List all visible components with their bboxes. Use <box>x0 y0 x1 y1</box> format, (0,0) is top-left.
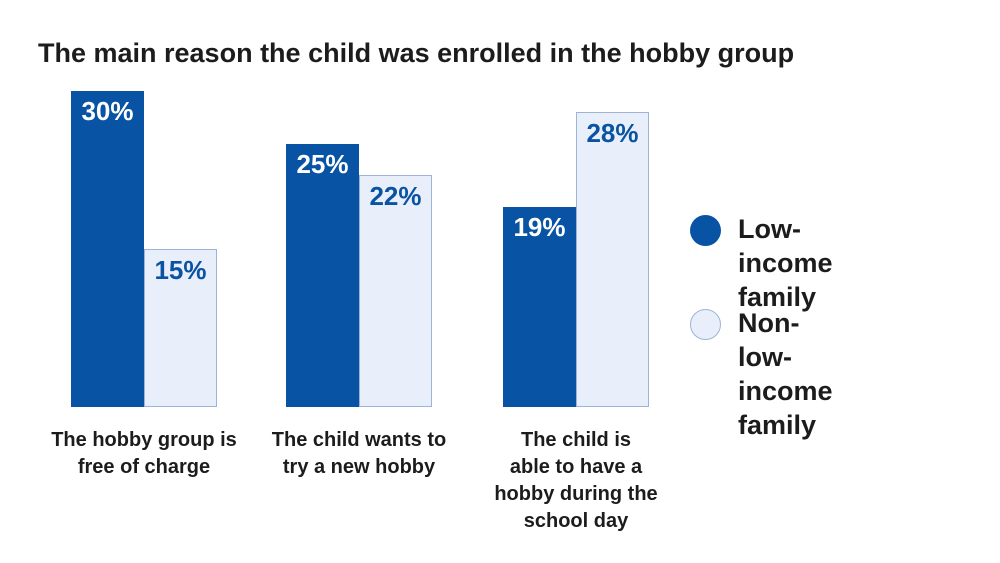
bar-low-income-group-3: 19% <box>503 207 576 407</box>
bar-value-label: 19% <box>513 212 566 242</box>
category-label-free-of-charge: The hobby group is free of charge <box>51 429 237 478</box>
category-label-new-hobby: The child wants to try a new hobby <box>271 429 447 478</box>
chart-title: The main reason the child was enrolled i… <box>38 38 795 68</box>
legend-item-non-low-income: Non-low- income family <box>690 306 833 442</box>
bar-value-label: 30% <box>81 96 134 126</box>
legend-swatch-non-low-income-circle <box>690 309 721 340</box>
bar-value-label: 15% <box>154 255 207 285</box>
bar-value-label: 22% <box>369 181 422 211</box>
bar-low-income-group-1: 30% <box>71 91 144 407</box>
legend-swatch-low-income-circle <box>690 215 721 246</box>
bar-value-label: 28% <box>586 118 639 148</box>
bar-non-low-income-group-2: 22% <box>359 175 432 407</box>
bar-non-low-income-group-1: 15% <box>144 249 217 407</box>
bar-value-label: 25% <box>296 149 349 179</box>
bar-non-low-income-group-3: 28% <box>576 112 649 407</box>
legend-label-non-low-income: Non-low- income family <box>738 308 833 440</box>
bar-low-income-group-2: 25% <box>286 144 359 407</box>
category-label-school-day: The child is able to have a hobby during… <box>494 429 658 532</box>
legend-item-low-income: Low-income family <box>690 212 833 314</box>
legend-label-low-income: Low-income family <box>738 214 833 312</box>
